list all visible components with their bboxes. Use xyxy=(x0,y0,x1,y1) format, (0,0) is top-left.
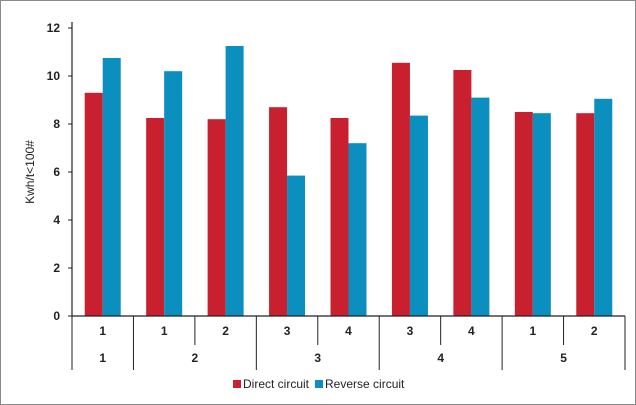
x-inner-label: 1 xyxy=(99,324,106,338)
y-tick-label: 6 xyxy=(53,165,60,179)
bar-direct-1 xyxy=(84,92,103,316)
bar-direct-7 xyxy=(453,70,472,316)
x-group-label: 5 xyxy=(560,351,567,365)
y-tick-label: 4 xyxy=(53,213,60,227)
x-inner-label: 4 xyxy=(345,324,352,338)
x-inner-label: 1 xyxy=(161,324,168,338)
bar-reverse-7 xyxy=(471,97,490,316)
bar-direct-6 xyxy=(391,62,410,316)
y-axis-ticks: 0 2 4 6 8 10 12 xyxy=(47,21,72,323)
y-tick-label: 0 xyxy=(53,309,60,323)
bar-reverse-1 xyxy=(102,58,121,316)
legend-label-direct: Direct circuit xyxy=(243,377,310,391)
y-axis-title-group: Kwh/t<100# xyxy=(23,140,37,204)
bar-reverse-9 xyxy=(594,98,613,316)
x-inner-label: 3 xyxy=(407,324,414,338)
bar-direct-4 xyxy=(269,107,288,316)
x-inner-label: 1 xyxy=(529,324,536,338)
bar-reverse-3 xyxy=(225,46,244,316)
x-group-label: 4 xyxy=(437,351,444,365)
legend-swatch-direct xyxy=(233,380,241,388)
x-inner-label: 2 xyxy=(591,324,598,338)
x-group-label: 3 xyxy=(314,351,321,365)
bar-direct-2 xyxy=(146,118,165,316)
bar-reverse-4 xyxy=(287,175,306,316)
bar-direct-8 xyxy=(514,112,533,316)
x-axis-labels: 1 1 2 3 4 3 4 1 2 1 2 3 4 5 xyxy=(99,324,598,365)
legend-label-reverse: Reverse circuit xyxy=(325,377,405,391)
bar-reverse-8 xyxy=(532,113,551,316)
x-inner-label: 2 xyxy=(222,324,229,338)
y-axis-title: Kwh/t<100# xyxy=(23,140,37,204)
axes xyxy=(71,22,626,370)
x-inner-label: 4 xyxy=(468,324,475,338)
y-tick-label: 8 xyxy=(53,117,60,131)
legend: Direct circuit Reverse circuit xyxy=(233,377,405,391)
y-tick-label: 2 xyxy=(53,261,60,275)
bars xyxy=(84,46,613,316)
bar-reverse-5 xyxy=(348,143,367,316)
bar-direct-5 xyxy=(330,118,349,316)
x-group-label: 1 xyxy=(99,351,106,365)
bar-direct-3 xyxy=(207,119,226,316)
bar-reverse-2 xyxy=(164,71,183,316)
x-group-label: 2 xyxy=(192,351,199,365)
legend-swatch-reverse xyxy=(315,380,324,388)
bar-direct-9 xyxy=(576,113,595,316)
y-tick-label: 12 xyxy=(47,21,61,35)
bar-reverse-6 xyxy=(409,115,428,316)
y-tick-label: 10 xyxy=(47,69,61,83)
x-inner-label: 3 xyxy=(284,324,291,338)
